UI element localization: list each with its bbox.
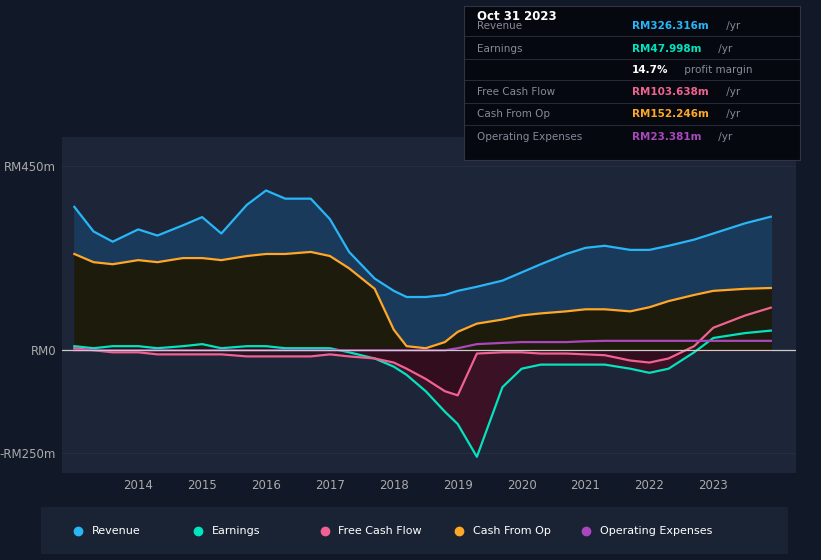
Text: Revenue: Revenue (477, 21, 522, 31)
Text: Earnings: Earnings (211, 526, 260, 535)
Text: Operating Expenses: Operating Expenses (477, 132, 583, 142)
Text: Oct 31 2023: Oct 31 2023 (477, 10, 557, 23)
Text: RM152.246m: RM152.246m (632, 109, 709, 119)
Text: Cash From Op: Cash From Op (473, 526, 551, 535)
Text: Operating Expenses: Operating Expenses (600, 526, 713, 535)
Text: Revenue: Revenue (92, 526, 140, 535)
Text: RM103.638m: RM103.638m (632, 87, 709, 97)
Text: RM326.316m: RM326.316m (632, 21, 709, 31)
Text: Free Cash Flow: Free Cash Flow (338, 526, 422, 535)
Text: RM23.381m: RM23.381m (632, 132, 702, 142)
Text: Free Cash Flow: Free Cash Flow (477, 87, 556, 97)
Text: profit margin: profit margin (681, 66, 753, 75)
Text: /yr: /yr (714, 132, 732, 142)
Text: 14.7%: 14.7% (632, 66, 668, 75)
Text: /yr: /yr (723, 21, 741, 31)
Text: /yr: /yr (723, 87, 741, 97)
Text: Cash From Op: Cash From Op (477, 109, 550, 119)
Text: /yr: /yr (714, 44, 732, 54)
Text: /yr: /yr (723, 109, 741, 119)
Text: Earnings: Earnings (477, 44, 523, 54)
Text: RM47.998m: RM47.998m (632, 44, 702, 54)
